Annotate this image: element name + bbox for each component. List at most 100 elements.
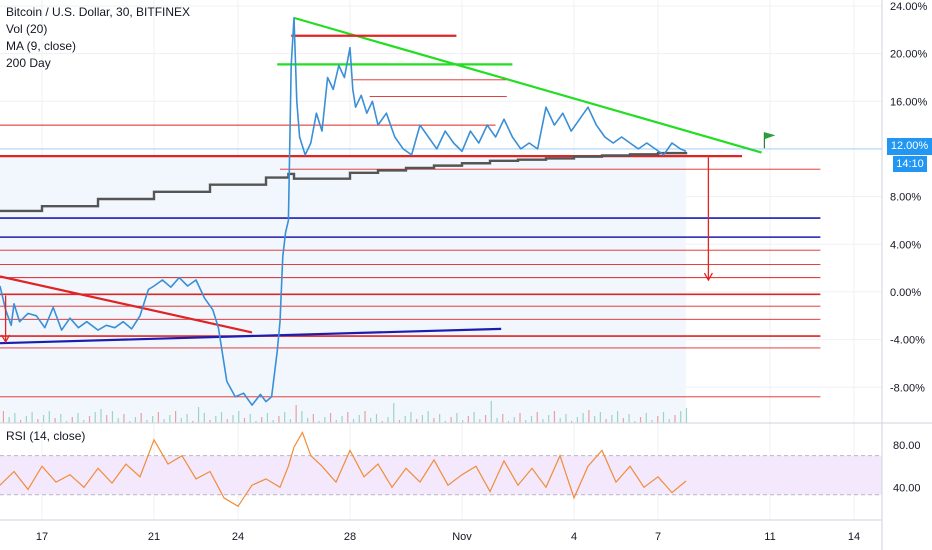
- rsi-axis-tick: 80.00: [893, 440, 921, 452]
- volume-bar: [433, 418, 435, 423]
- volume-bar: [295, 405, 297, 423]
- trend-line-0: [293, 16, 762, 154]
- current-price-tag: 12.00%: [887, 138, 932, 155]
- chart-title[interactable]: Bitcoin / U.S. Dollar, 30, BITFINEX: [6, 5, 191, 19]
- volume-bar: [65, 421, 68, 423]
- volume-bar: [611, 415, 613, 423]
- volume-bar: [416, 419, 418, 423]
- volume-bar: [123, 414, 125, 423]
- volume-bar: [599, 412, 601, 423]
- price-axis-tick: -4.00%: [890, 335, 925, 347]
- volume-bar: [117, 418, 119, 423]
- volume-bar: [129, 421, 131, 423]
- volume-bar: [444, 421, 446, 423]
- volume-bar: [525, 420, 527, 423]
- time-axis-tick: 24: [232, 531, 244, 543]
- volume-bar: [88, 416, 91, 423]
- volume-bar: [261, 417, 263, 423]
- volume-bar: [324, 417, 326, 423]
- rsi-panel: [0, 430, 882, 508]
- volume-bar: [175, 411, 177, 423]
- volume-bar: [301, 411, 303, 423]
- volume-bar: [186, 414, 188, 423]
- volume-bar: [427, 411, 429, 423]
- time-axis-tick: 17: [36, 531, 48, 543]
- volume-bar: [651, 420, 653, 423]
- volume-bar: [645, 413, 647, 423]
- volume-bar: [507, 421, 510, 423]
- volume-bar: [272, 420, 274, 423]
- volume-bar: [370, 418, 372, 423]
- time-axis-tick: Nov: [452, 531, 472, 543]
- volume-bar: [462, 420, 464, 423]
- time-axis-tick: 7: [655, 531, 661, 543]
- volume-bar: [180, 418, 182, 423]
- volume-bar: [37, 419, 39, 423]
- volume-bar: [25, 416, 27, 423]
- price-line: [0, 17, 687, 406]
- price-axis-tick: 4.00%: [890, 239, 921, 251]
- volume-bar: [203, 413, 205, 423]
- volume-bar: [364, 411, 366, 423]
- volume-bar: [393, 403, 395, 423]
- volume-bar: [318, 421, 320, 423]
- volume-bar: [450, 417, 452, 423]
- time-axis-tick: 4: [571, 531, 577, 543]
- volume-bar: [622, 418, 624, 423]
- volume-bar: [616, 411, 619, 423]
- volume-bar: [490, 401, 492, 423]
- time-axis-tick: 28: [344, 531, 356, 543]
- volume-bar: [163, 419, 165, 423]
- down-arrow-0: [703, 157, 713, 282]
- volume-bar: [662, 412, 665, 423]
- flag-cloth: [764, 132, 776, 140]
- volume-bar: [479, 419, 481, 423]
- rsi-line: [0, 430, 687, 508]
- volume-bar: [111, 411, 114, 423]
- volume-bar: [410, 412, 412, 423]
- indicator-volume[interactable]: Vol (20): [6, 22, 48, 36]
- rsi-band: [0, 455, 882, 495]
- volume-bar: [674, 415, 676, 423]
- volume-bar: [576, 417, 578, 423]
- price-area-fill: [0, 156, 686, 423]
- volume-bar: [352, 419, 355, 423]
- volume-bar: [238, 411, 240, 423]
- time-axis[interactable]: 17 21 24 28 Nov 4 7 11 14: [36, 531, 860, 543]
- flag-icon: [763, 132, 776, 149]
- volume-bar: [335, 420, 337, 423]
- time-axis-tick: 14: [848, 531, 860, 543]
- volume-bar: [94, 412, 96, 423]
- countdown-tag: 14:10: [893, 156, 927, 172]
- indicator-200-day[interactable]: 200 Day: [6, 56, 51, 70]
- volume-bar: [685, 408, 688, 423]
- price-axis[interactable]: 24.00%20.00%16.00%12.00%8.00%4.00%0.00%-…: [890, 1, 928, 494]
- volume-bar: [60, 414, 62, 423]
- volume-bar: [140, 413, 142, 423]
- rsi-axis-tick: 40.00: [893, 482, 921, 494]
- volume-bar: [639, 417, 642, 423]
- rsi-label[interactable]: RSI (14, close): [6, 429, 86, 443]
- volume-bar: [20, 420, 22, 423]
- volume-bar: [594, 416, 596, 423]
- trend-line-4: [0, 275, 253, 334]
- volume-bar: [502, 414, 504, 423]
- down-arrow-1: [1, 295, 11, 344]
- indicator-ma[interactable]: MA (9, close): [6, 39, 77, 53]
- volume-bar: [31, 412, 33, 423]
- volume-bar: [77, 413, 79, 423]
- volume-bar: [680, 411, 682, 423]
- volume-bar: [605, 419, 607, 423]
- volume-bar: [8, 417, 10, 423]
- volume-bar: [668, 419, 670, 423]
- volume-bar: [398, 420, 401, 423]
- volume-bar: [14, 413, 16, 423]
- volume-bar: [467, 416, 469, 423]
- volume-bar: [404, 416, 406, 423]
- volume-bar: [513, 417, 515, 423]
- volume-bar: [542, 419, 544, 423]
- target-arrows: [1, 157, 713, 344]
- volume-bar: [421, 415, 424, 423]
- volume-bar: [232, 415, 234, 423]
